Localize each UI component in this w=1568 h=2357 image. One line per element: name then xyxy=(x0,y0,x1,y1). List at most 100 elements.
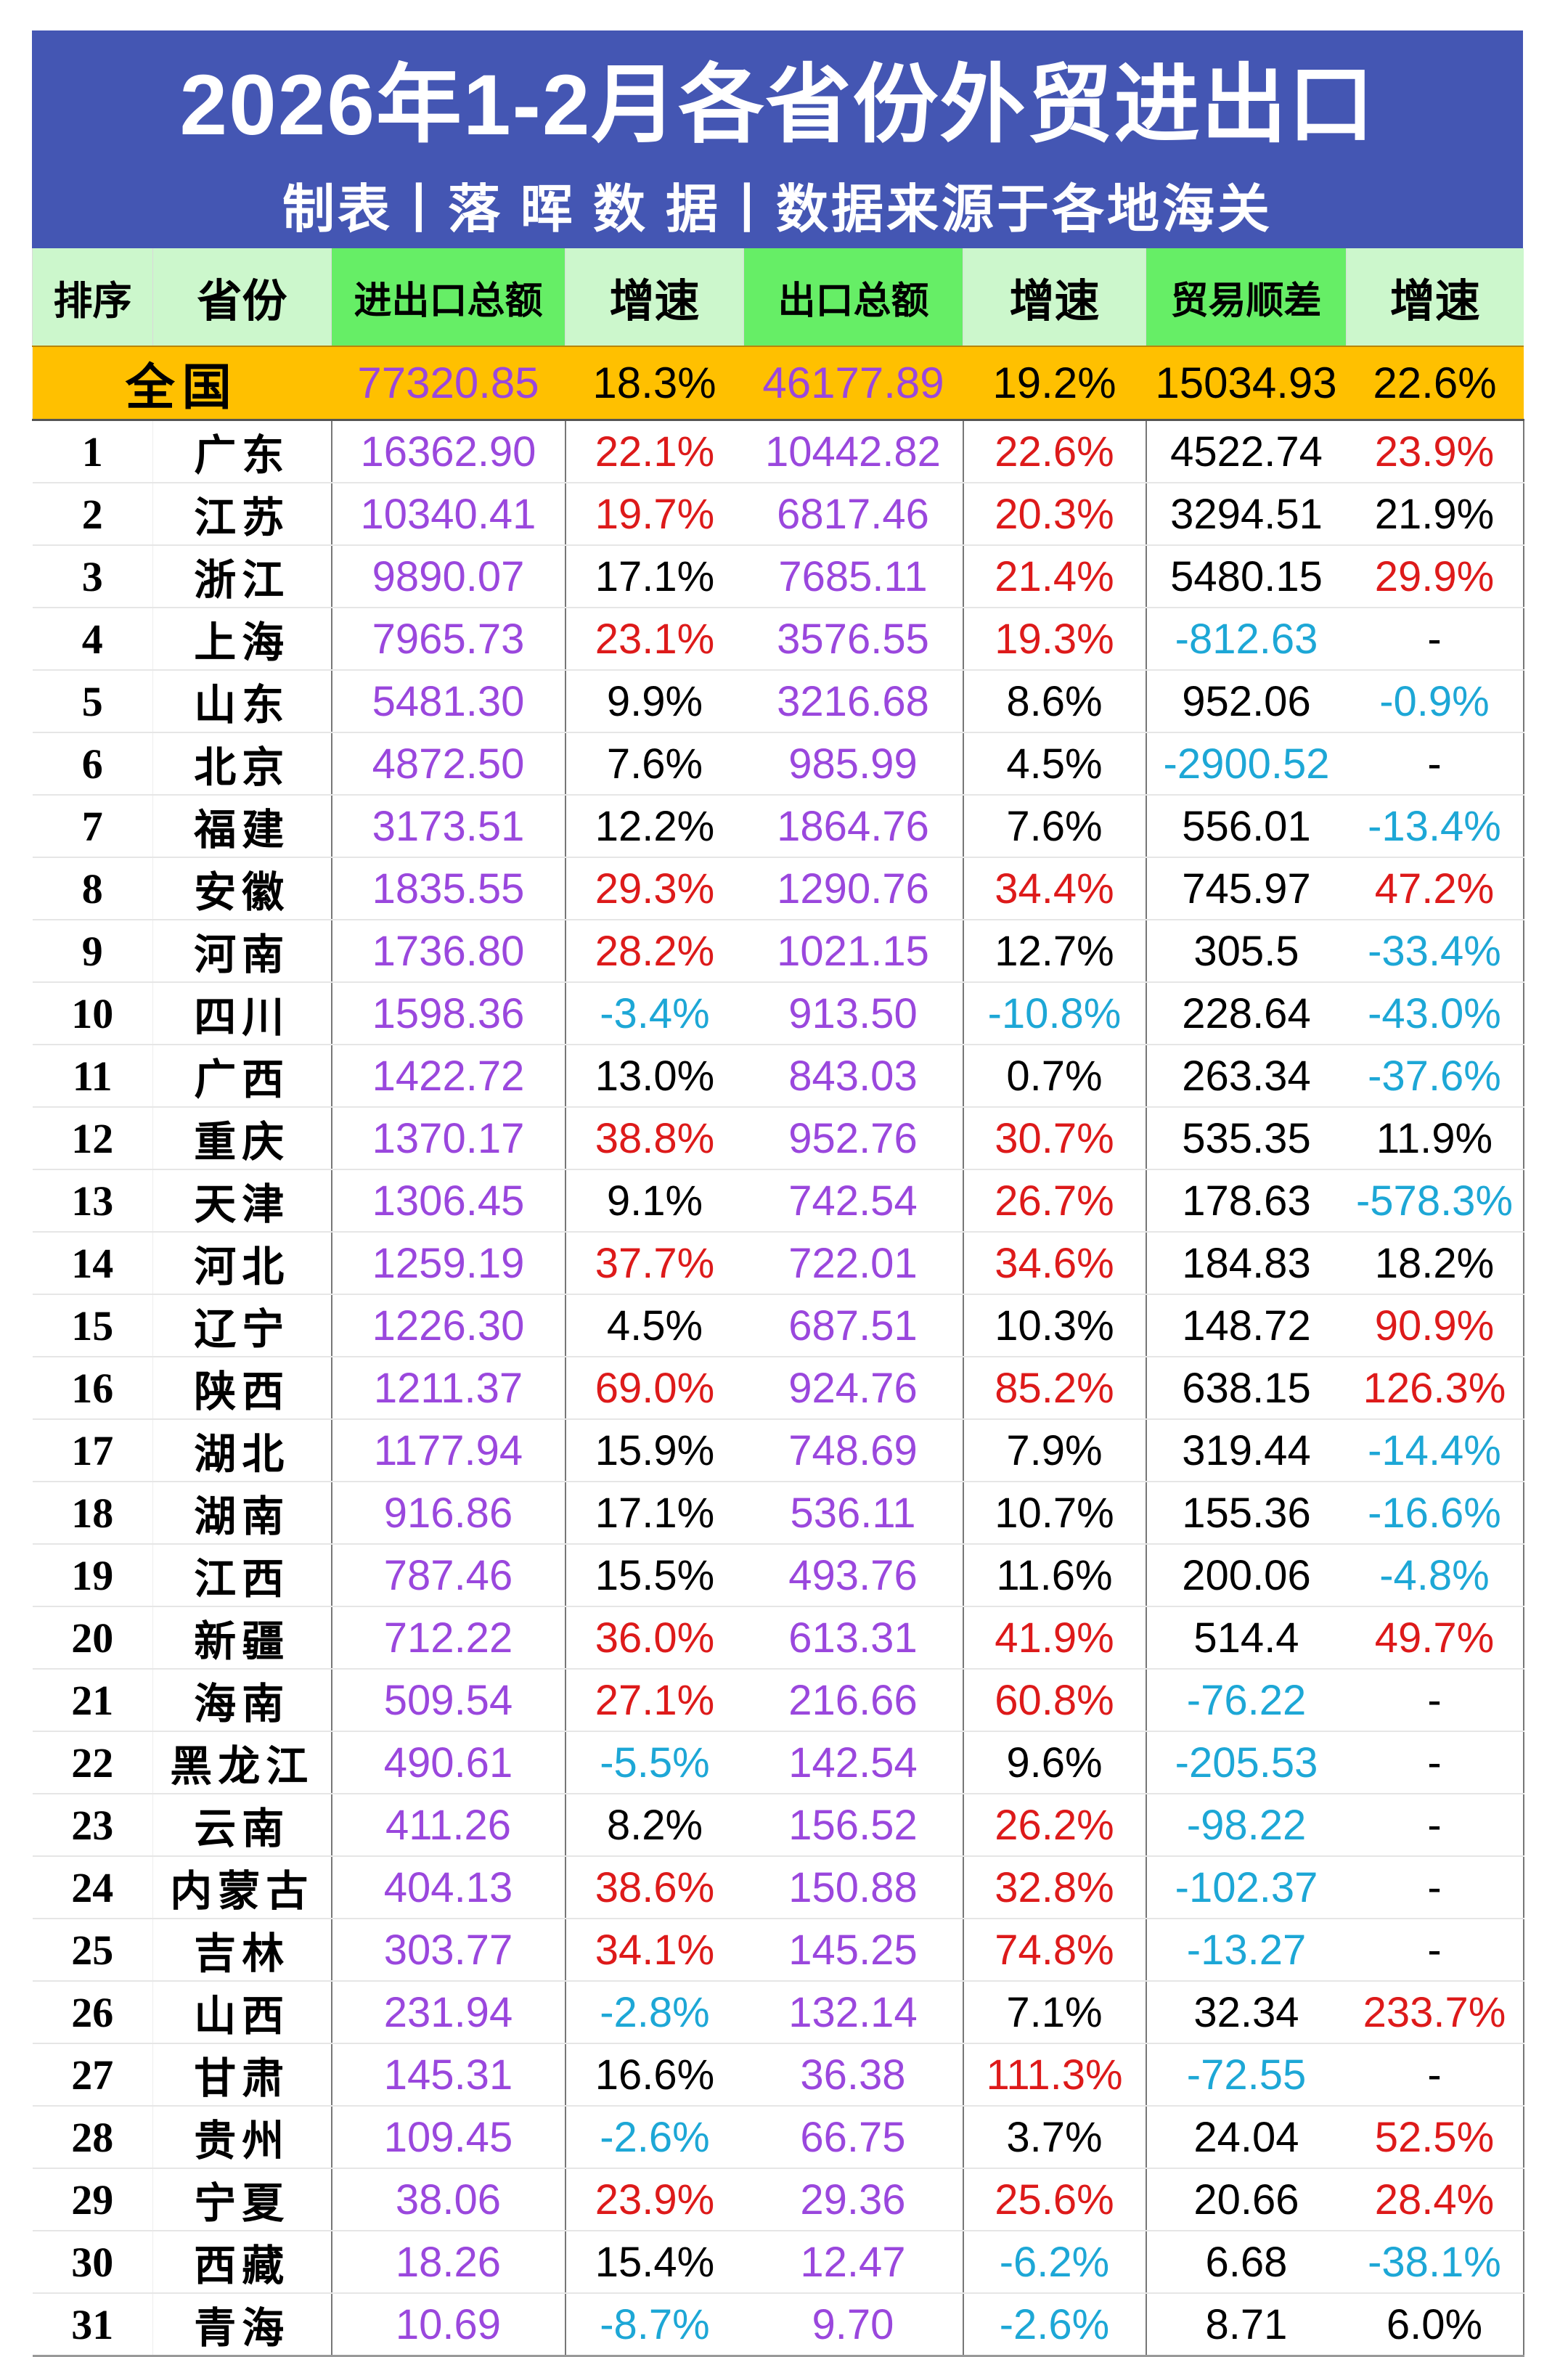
export-cell: 536.11 xyxy=(743,1482,963,1545)
province-cell: 吉林 xyxy=(152,1919,332,1982)
surplus-cell: 263.34 xyxy=(1145,1045,1347,1108)
table-row: 23 云南 411.26 8.2% 156.52 26.2% -98.22- xyxy=(32,1794,1524,1857)
surplus-cell: 24.04 xyxy=(1145,2106,1347,2169)
total-growth-cell: -8.7% xyxy=(564,2293,744,2357)
header-total-trade: 进出口总额 xyxy=(331,248,565,346)
export-cell: 145.25 xyxy=(743,1919,963,1982)
export-growth-cell: 4.5% xyxy=(962,732,1146,796)
export-growth-cell: 11.6% xyxy=(962,1544,1146,1607)
total-trade-cell: 1259.19 xyxy=(330,1232,565,1295)
table-row: 1 广东 16362.90 22.1% 10442.82 22.6% 4522.74 23.9… xyxy=(32,420,1524,483)
table-row: 24 内蒙古 404.13 38.6% 150.88 32.8% -102.37- xyxy=(32,1856,1524,1919)
export-cell: 722.01 xyxy=(743,1232,963,1295)
table-row: 16 陕西 1211.37 69.0% 924.76 85.2% 638.15 126.3% xyxy=(32,1357,1524,1420)
export-cell: 3216.68 xyxy=(743,670,963,733)
total-trade-cell: 7965.73 xyxy=(330,608,565,671)
surplus-growth-cell: -14.4% xyxy=(1346,1419,1524,1482)
national-name: 全国 xyxy=(32,346,332,421)
rank-cell: 19 xyxy=(32,1544,153,1607)
surplus-cell: 745.97 xyxy=(1145,857,1347,920)
surplus-growth-cell: -578.3% xyxy=(1346,1169,1524,1233)
surplus-cell: -2900.52 xyxy=(1145,732,1347,796)
export-growth-cell: 21.4% xyxy=(962,545,1146,608)
total-trade-cell: 1598.36 xyxy=(330,982,565,1045)
total-trade-cell: 9890.07 xyxy=(330,545,565,608)
province-cell: 江苏 xyxy=(152,483,332,546)
surplus-cell: -205.53 xyxy=(1145,1731,1347,1794)
surplus-cell: 514.4 xyxy=(1145,1606,1347,1670)
export-cell: 10442.82 xyxy=(743,420,963,483)
surplus-growth-cell: - xyxy=(1346,732,1524,796)
total-growth-cell: 37.7% xyxy=(564,1232,744,1295)
total-growth-cell: 23.9% xyxy=(564,2168,744,2231)
export-cell: 913.50 xyxy=(743,982,963,1045)
total-trade-cell: 411.26 xyxy=(330,1794,565,1857)
export-cell: 687.51 xyxy=(743,1294,963,1357)
surplus-growth-cell: -4.8% xyxy=(1346,1544,1524,1607)
total-growth-cell: 9.9% xyxy=(564,670,744,733)
surplus-growth-cell: -33.4% xyxy=(1346,920,1524,983)
header-rank: 排序 xyxy=(32,248,153,346)
rank-cell: 31 xyxy=(32,2293,153,2357)
total-growth-cell: 15.4% xyxy=(564,2231,744,2294)
trade-table-sheet: 2026年1-2月各省份外贸进出口 制表丨落 晖 数 据丨数据来源于各地海关 排… xyxy=(32,30,1524,2357)
province-cell: 黑龙江 xyxy=(152,1731,332,1794)
surplus-cell: 305.5 xyxy=(1145,920,1347,983)
header-province: 省份 xyxy=(152,248,332,346)
total-trade-cell: 10.69 xyxy=(330,2293,565,2357)
total-trade-cell: 1306.45 xyxy=(330,1169,565,1233)
total-growth-cell: -3.4% xyxy=(564,982,744,1045)
export-growth-cell: 10.3% xyxy=(962,1294,1146,1357)
surplus-growth-cell: 6.0% xyxy=(1346,2293,1524,2357)
table-row: 15 辽宁 1226.30 4.5% 687.51 10.3% 148.72 90.9% xyxy=(32,1294,1524,1357)
province-cell: 河北 xyxy=(152,1232,332,1295)
table-row: 14 河北 1259.19 37.7% 722.01 34.6% 184.83 18.2% xyxy=(32,1232,1524,1295)
province-cell: 甘肃 xyxy=(152,2043,332,2107)
export-growth-cell: 111.3% xyxy=(962,2043,1146,2107)
rank-cell: 29 xyxy=(32,2168,153,2231)
table-row: 30 西藏 18.26 15.4% 12.47 -6.2% 6.68 -38.1% xyxy=(32,2231,1524,2294)
total-growth-cell: 27.1% xyxy=(564,1669,744,1732)
total-trade-cell: 10340.41 xyxy=(330,483,565,546)
total-trade-cell: 1226.30 xyxy=(330,1294,565,1357)
surplus-growth-cell: 21.9% xyxy=(1346,483,1524,546)
export-growth-cell: 10.7% xyxy=(962,1482,1146,1545)
export-growth-cell: 19.3% xyxy=(962,608,1146,671)
rank-cell: 28 xyxy=(32,2106,153,2169)
surplus-cell: 638.15 xyxy=(1145,1357,1347,1420)
province-cell: 云南 xyxy=(152,1794,332,1857)
export-growth-cell: 74.8% xyxy=(962,1919,1146,1982)
table-row: 4 上海 7965.73 23.1% 3576.55 19.3% -812.63- xyxy=(32,608,1524,671)
province-cell: 湖南 xyxy=(152,1482,332,1545)
export-growth-cell: 3.7% xyxy=(962,2106,1146,2169)
surplus-cell: -76.22 xyxy=(1145,1669,1347,1732)
header-total-growth: 增速 xyxy=(565,248,744,346)
surplus-cell: -812.63 xyxy=(1145,608,1347,671)
surplus-cell: 952.06 xyxy=(1145,670,1347,733)
total-growth-cell: 9.1% xyxy=(564,1169,744,1233)
province-cell: 山东 xyxy=(152,670,332,733)
total-trade-cell: 109.45 xyxy=(330,2106,565,2169)
national-row: 全国 77320.85 18.3% 46177.89 19.2% 15034.9… xyxy=(32,346,1524,421)
table-row: 21 海南 509.54 27.1% 216.66 60.8% -76.22- xyxy=(32,1669,1524,1732)
province-cell: 海南 xyxy=(152,1669,332,1732)
surplus-growth-cell: - xyxy=(1346,1794,1524,1857)
province-cell: 安徽 xyxy=(152,857,332,920)
surplus-growth-cell: -38.1% xyxy=(1346,2231,1524,2294)
province-cell: 河南 xyxy=(152,920,332,983)
total-growth-cell: 7.6% xyxy=(564,732,744,796)
surplus-growth-cell: -16.6% xyxy=(1346,1482,1524,1545)
province-cell: 青海 xyxy=(152,2293,332,2357)
export-growth-cell: 26.2% xyxy=(962,1794,1146,1857)
total-growth-cell: 4.5% xyxy=(564,1294,744,1357)
export-growth-cell: 8.6% xyxy=(962,670,1146,733)
table-row: 28 贵州 109.45 -2.6% 66.75 3.7% 24.04 52.5% xyxy=(32,2106,1524,2169)
surplus-growth-cell: - xyxy=(1346,608,1524,671)
export-cell: 952.76 xyxy=(743,1107,963,1170)
surplus-growth-cell: - xyxy=(1346,1919,1524,1982)
surplus-cell: 228.64 xyxy=(1145,982,1347,1045)
table-row: 12 重庆 1370.17 38.8% 952.76 30.7% 535.35 11.9% xyxy=(32,1107,1524,1170)
rank-cell: 7 xyxy=(32,795,153,858)
header-export-growth: 增速 xyxy=(963,248,1146,346)
rank-cell: 9 xyxy=(32,920,153,983)
